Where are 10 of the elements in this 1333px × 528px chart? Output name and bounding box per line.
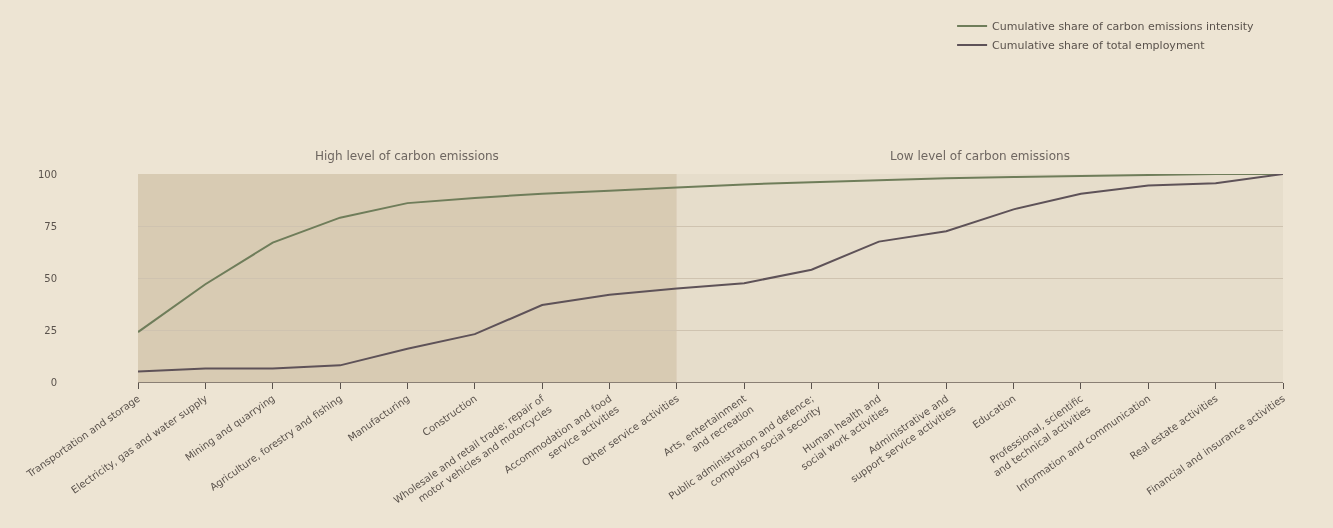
band-label: Low level of carbon emissions (890, 149, 1070, 163)
legend-label: Cumulative share of total employment (992, 39, 1206, 53)
y-tick-label: 75 (44, 220, 57, 232)
y-tick-label: 25 (44, 324, 57, 336)
y-tick-label: 50 (44, 272, 57, 284)
y-tick-label: 0 (50, 376, 57, 388)
band-label: High level of carbon emissions (315, 149, 499, 163)
legend-label: Cumulative share of carbon emissions intensity (992, 20, 1255, 34)
line-series (138, 174, 1283, 373)
y-tick-label: 100 (37, 168, 57, 180)
